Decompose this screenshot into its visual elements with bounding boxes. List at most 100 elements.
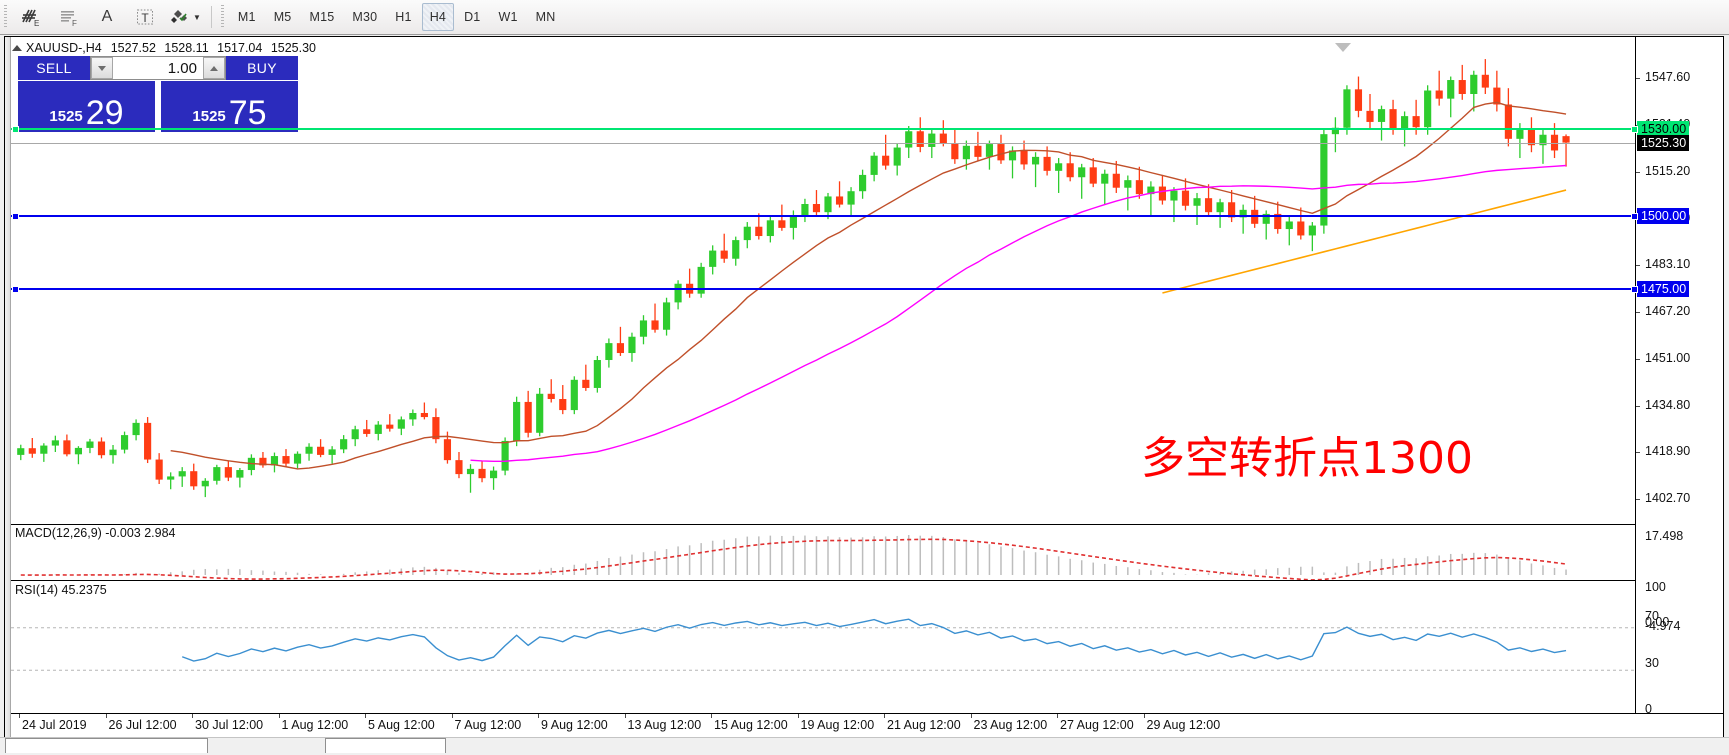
horizontal-line-anchor[interactable] (1631, 286, 1638, 293)
time-tick-label: 21 Aug 12:00 (887, 718, 961, 732)
buy-price-pips: 75 (228, 94, 267, 132)
timeframe-h4[interactable]: H4 (421, 3, 455, 31)
time-tick (451, 714, 453, 718)
volume-decrement-button[interactable] (91, 57, 113, 79)
horizontal-line-anchor[interactable] (1631, 213, 1638, 221)
price-tick (1636, 406, 1640, 407)
time-tick-label: 23 Aug 12:00 (973, 718, 1048, 732)
price-line-label[interactable]: 1500.00 (1637, 208, 1690, 225)
one-click-trading-panel[interactable]: SELL 1.00 BUY 1525 29 1525 75 (18, 56, 298, 132)
ohlc-close: 1525.30 (270, 40, 316, 55)
horizontal-line-anchor[interactable] (12, 213, 19, 221)
price-tick-label: 1515.20 (1645, 164, 1691, 178)
buy-button[interactable]: BUY (226, 56, 298, 80)
rsi-tick-label: 100 (1645, 580, 1666, 594)
text-label-icon[interactable]: T (127, 3, 163, 31)
pane-collapse-arrow-icon[interactable] (1335, 43, 1351, 52)
price-tick-label: 1547.60 (1645, 69, 1691, 84)
svg-text:T: T (141, 11, 149, 25)
main-toolbar: E F A T (0, 0, 1729, 35)
chart-ohlc: 1527.52 1528.11 1517.04 1525.30 (111, 41, 321, 55)
volume-increment-button[interactable] (203, 57, 225, 79)
time-tick-label: 27 Aug 12:00 (1060, 718, 1134, 732)
expert-advisors-icon[interactable]: E (13, 3, 49, 31)
price-line-label[interactable]: 1475.00 (1637, 281, 1690, 297)
rsi-title: RSI(14) 45.2375 (15, 583, 107, 597)
macd-tick-label: -4.974 (1645, 619, 1681, 633)
time-tick (278, 714, 280, 718)
time-tick-label: 15 Aug 12:00 (714, 718, 788, 732)
chart-tab-2[interactable] (325, 738, 446, 753)
chart-tab-1[interactable] (5, 738, 208, 753)
price-tick (1636, 172, 1640, 173)
timeframe-mn[interactable]: MN (535, 10, 556, 24)
time-tick (797, 714, 799, 718)
sell-price-button[interactable]: 1525 29 (18, 81, 155, 132)
chart-annotation-text: 多空转折点1300 (1141, 433, 1473, 484)
price-tick-label: 1402.70 (1645, 491, 1691, 506)
timeframe-d1[interactable]: D1 (464, 10, 481, 24)
sell-button[interactable]: SELL (18, 56, 90, 80)
toolbar-grip[interactable] (2, 5, 10, 29)
macd-tick-label: 17.498 (1645, 529, 1684, 543)
rsi-pane[interactable]: RSI(14) 45.2375 (11, 582, 1635, 715)
price-line-label[interactable]: 1530.00 (1637, 120, 1690, 137)
price-scale[interactable]: 1547.601531.401515.201499.001483.101467.… (1635, 37, 1723, 737)
horizontal-line-anchor[interactable] (1631, 125, 1638, 133)
horizontal-line-anchor[interactable] (12, 125, 19, 133)
price-tick-label: 1483.10 (1645, 257, 1691, 272)
svg-text:F: F (72, 19, 77, 27)
chart-header: XAUUSD-,H4 1527.52 1528.11 1517.04 1525.… (12, 39, 321, 56)
timeframe-m1[interactable]: M1 (237, 10, 256, 24)
time-scale[interactable]: 24 Jul 2019 26 Jul 12:00 30 Jul 12:00 1 Aug… (11, 713, 1723, 737)
time-tick (538, 714, 539, 718)
macd-pane[interactable]: MACD(12,26,9) -0.003 2.984 (11, 524, 1635, 581)
buy-price-prefix: 1525 (192, 108, 226, 125)
time-tick (1057, 714, 1058, 718)
time-tick-label: 7 Aug 12:00 (454, 718, 522, 732)
horizontal-line[interactable] (11, 288, 1635, 290)
time-tick (970, 714, 972, 718)
timeframe-m15[interactable]: M15 (309, 10, 335, 24)
rsi-canvas (11, 618, 1635, 671)
svg-text:E: E (34, 19, 39, 27)
timeframe-w1[interactable]: W1 (498, 10, 518, 24)
horizontal-line[interactable] (11, 215, 1635, 218)
timeframe-h1[interactable]: H1 (395, 10, 412, 24)
time-tick-label: 13 Aug 12:00 (627, 718, 702, 732)
chevron-down-icon[interactable]: ▼ (193, 12, 201, 22)
buy-price-button[interactable]: 1525 75 (161, 81, 298, 132)
price-pane[interactable] (11, 55, 1635, 523)
time-tick (105, 714, 107, 718)
chart-symbol-label: XAUUSD-,H4 (26, 40, 102, 55)
collapse-triangle-icon[interactable] (12, 44, 22, 51)
price-tick-label: 1434.80 (1645, 398, 1691, 412)
time-tick (192, 714, 193, 718)
indicators-icon[interactable]: F (51, 3, 87, 31)
price-chart-canvas (17, 59, 1570, 498)
objects-icon[interactable]: ▼ (165, 3, 205, 31)
volume-stepper[interactable]: 1.00 (90, 56, 226, 80)
chart-window: XAUUSD-,H4 1527.52 1528.11 1517.04 1525.… (4, 36, 1724, 738)
price-tick (1636, 499, 1640, 501)
text-tool-icon[interactable]: A (101, 8, 113, 25)
price-tick (1636, 358, 1640, 360)
timeframe-toolbar-grip[interactable] (218, 5, 227, 29)
price-tick (1636, 77, 1640, 79)
timeframe-m30[interactable]: M30 (352, 10, 378, 24)
time-tick (365, 714, 366, 718)
time-tick-label: 5 Aug 12:00 (368, 718, 435, 732)
time-tick (19, 714, 20, 718)
price-tick-label: 1451.00 (1645, 350, 1691, 365)
horizontal-line[interactable] (11, 127, 1635, 130)
sell-price-pips: 29 (85, 94, 124, 132)
ohlc-low: 1517.04 (217, 40, 263, 55)
chevron-up-icon (210, 65, 218, 71)
price-tick (1636, 452, 1640, 454)
time-tick-label: 29 Aug 12:00 (1146, 718, 1221, 732)
horizontal-line-anchor[interactable] (12, 286, 19, 293)
timeframe-m5[interactable]: M5 (273, 10, 292, 24)
toolbar-divider (210, 6, 212, 28)
volume-input[interactable]: 1.00 (167, 59, 197, 77)
